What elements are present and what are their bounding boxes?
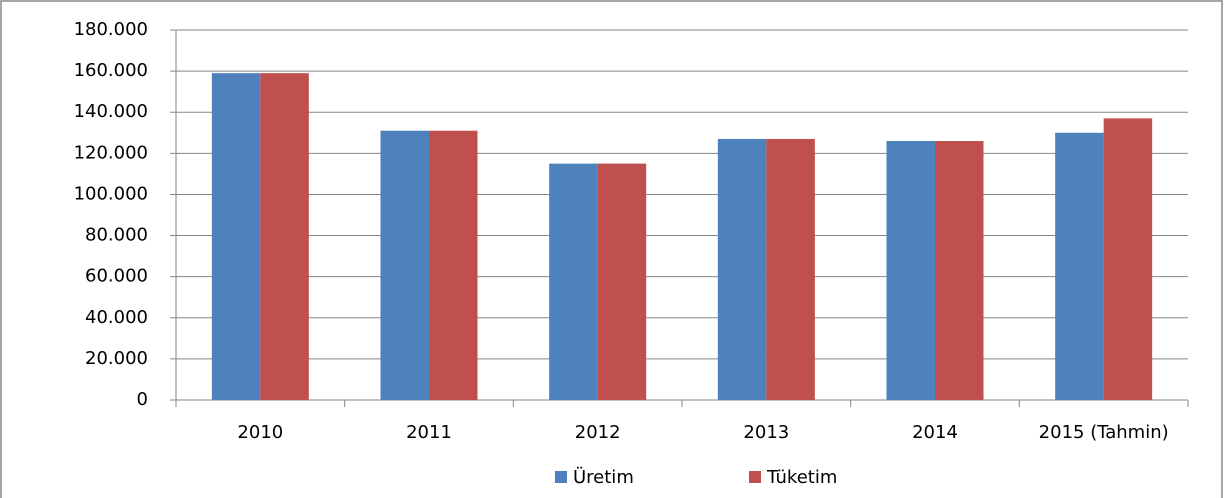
bar bbox=[211, 73, 261, 401]
legend-label: Tüketim bbox=[766, 467, 837, 488]
x-tick-label: 2013 bbox=[743, 422, 789, 443]
legend-swatch bbox=[749, 471, 761, 483]
bar bbox=[549, 163, 598, 400]
legend-swatch bbox=[555, 471, 567, 483]
y-tick-label: 40.000 bbox=[85, 307, 148, 328]
bar bbox=[766, 138, 815, 400]
y-tick-label: 160.000 bbox=[74, 60, 148, 81]
bar bbox=[1103, 118, 1153, 400]
bar bbox=[597, 163, 647, 400]
x-tick-label: 2014 bbox=[912, 422, 958, 443]
y-tick-label: 100.000 bbox=[74, 183, 148, 204]
x-tick-label: 2010 bbox=[237, 422, 283, 443]
x-tick-label: 2015 (Tahmin) bbox=[1039, 422, 1169, 443]
bar bbox=[260, 73, 309, 401]
bar bbox=[1055, 132, 1104, 400]
bar bbox=[429, 130, 478, 400]
x-tick-label: 2012 bbox=[575, 422, 621, 443]
legend-label: Üretim bbox=[573, 466, 634, 488]
y-tick-label: 60.000 bbox=[85, 266, 148, 287]
x-tick-label: 2011 bbox=[406, 422, 452, 443]
y-tick-label: 120.000 bbox=[74, 142, 148, 163]
bar bbox=[380, 130, 429, 400]
bar bbox=[935, 141, 984, 400]
y-tick-label: 80.000 bbox=[85, 225, 148, 246]
y-tick-label: 20.000 bbox=[85, 348, 148, 369]
y-tick-label: 180.000 bbox=[74, 19, 148, 40]
bar bbox=[886, 141, 935, 400]
y-tick-label: 0 bbox=[137, 389, 148, 410]
bar bbox=[717, 138, 767, 400]
y-tick-label: 140.000 bbox=[74, 101, 148, 122]
